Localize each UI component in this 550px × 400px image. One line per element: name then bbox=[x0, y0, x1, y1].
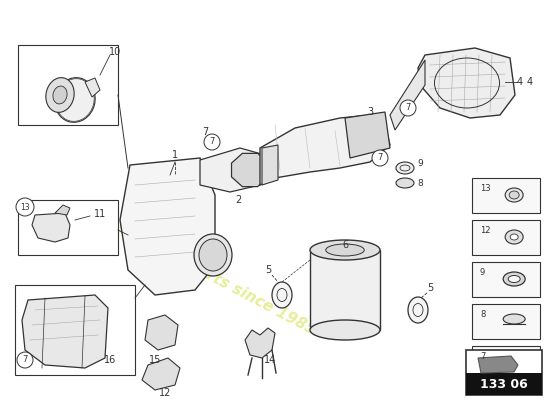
Text: 7: 7 bbox=[210, 138, 215, 146]
Text: 13: 13 bbox=[20, 202, 30, 212]
Text: 7: 7 bbox=[23, 356, 28, 364]
Polygon shape bbox=[502, 358, 509, 368]
Text: 5: 5 bbox=[265, 265, 271, 275]
Bar bbox=[472, 178, 540, 213]
Text: 15: 15 bbox=[149, 355, 161, 365]
Text: 9: 9 bbox=[480, 268, 485, 277]
Bar bbox=[472, 304, 540, 339]
Polygon shape bbox=[345, 112, 390, 158]
Circle shape bbox=[16, 198, 34, 216]
Text: 16: 16 bbox=[104, 355, 116, 365]
Polygon shape bbox=[32, 213, 70, 242]
Text: 4: 4 bbox=[527, 77, 533, 87]
Bar bbox=[15, 285, 135, 375]
Ellipse shape bbox=[396, 162, 414, 174]
Ellipse shape bbox=[310, 320, 380, 340]
Text: 7: 7 bbox=[202, 127, 208, 137]
Polygon shape bbox=[478, 356, 518, 373]
Circle shape bbox=[204, 134, 220, 150]
Text: 8: 8 bbox=[480, 310, 485, 319]
Polygon shape bbox=[55, 205, 70, 215]
Text: 3: 3 bbox=[367, 107, 373, 117]
Text: 10: 10 bbox=[109, 47, 121, 57]
Circle shape bbox=[17, 352, 33, 368]
Ellipse shape bbox=[272, 282, 292, 308]
Polygon shape bbox=[200, 148, 265, 192]
Text: 9: 9 bbox=[417, 160, 423, 168]
Text: a passion for parts since 1985: a passion for parts since 1985 bbox=[82, 202, 318, 338]
Text: 1: 1 bbox=[172, 150, 178, 160]
Text: 5: 5 bbox=[427, 283, 433, 293]
Ellipse shape bbox=[503, 272, 525, 286]
Ellipse shape bbox=[505, 188, 523, 202]
Text: 12: 12 bbox=[159, 388, 171, 398]
Ellipse shape bbox=[503, 314, 525, 324]
Bar bbox=[18, 200, 118, 255]
Polygon shape bbox=[260, 115, 390, 185]
Polygon shape bbox=[22, 295, 108, 368]
Ellipse shape bbox=[53, 86, 67, 104]
Circle shape bbox=[372, 150, 388, 166]
Ellipse shape bbox=[396, 178, 414, 188]
Ellipse shape bbox=[510, 234, 518, 240]
Text: 7: 7 bbox=[405, 104, 411, 112]
Bar bbox=[472, 262, 540, 297]
Polygon shape bbox=[245, 328, 275, 358]
Ellipse shape bbox=[509, 191, 519, 199]
Bar bbox=[18, 45, 118, 125]
Text: 12: 12 bbox=[480, 226, 491, 235]
Text: 11: 11 bbox=[94, 209, 106, 219]
Text: 7: 7 bbox=[377, 154, 383, 162]
Polygon shape bbox=[120, 158, 215, 295]
Text: 2: 2 bbox=[235, 195, 241, 205]
Text: 14: 14 bbox=[264, 355, 276, 365]
Ellipse shape bbox=[505, 230, 523, 244]
Ellipse shape bbox=[55, 78, 95, 122]
Ellipse shape bbox=[46, 78, 74, 112]
Ellipse shape bbox=[408, 297, 428, 323]
Text: 7: 7 bbox=[480, 352, 485, 361]
Text: 133 06: 133 06 bbox=[480, 378, 528, 391]
Polygon shape bbox=[142, 358, 180, 390]
Ellipse shape bbox=[199, 239, 227, 271]
Bar bbox=[466, 374, 542, 395]
Polygon shape bbox=[232, 153, 268, 187]
Ellipse shape bbox=[310, 240, 380, 260]
Polygon shape bbox=[85, 78, 100, 97]
Ellipse shape bbox=[194, 234, 232, 276]
Text: 8: 8 bbox=[417, 178, 423, 188]
Polygon shape bbox=[418, 48, 515, 118]
Polygon shape bbox=[262, 145, 278, 185]
Ellipse shape bbox=[326, 244, 364, 256]
Polygon shape bbox=[145, 315, 178, 350]
Text: 4: 4 bbox=[517, 77, 523, 87]
Bar bbox=[466, 350, 542, 395]
Ellipse shape bbox=[508, 276, 520, 282]
Text: 6: 6 bbox=[342, 240, 348, 250]
Polygon shape bbox=[390, 60, 425, 130]
Bar bbox=[310, 250, 380, 330]
Bar bbox=[472, 346, 540, 381]
Bar bbox=[472, 220, 540, 255]
Circle shape bbox=[400, 100, 416, 116]
Text: 13: 13 bbox=[480, 184, 491, 193]
